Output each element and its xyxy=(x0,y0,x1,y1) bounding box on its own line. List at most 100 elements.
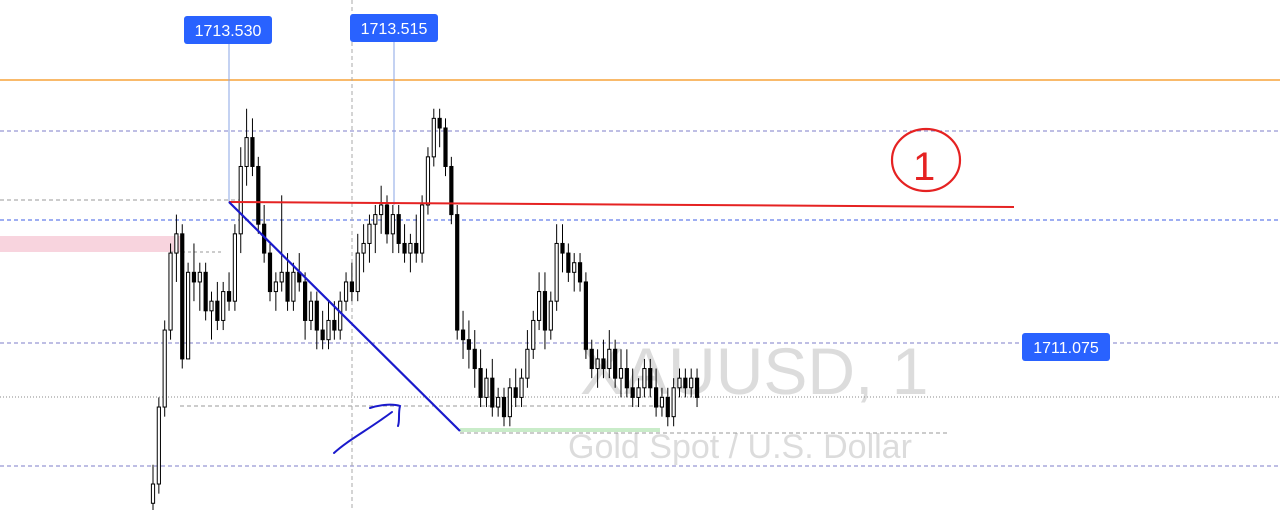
candle xyxy=(648,358,653,398)
candle-body xyxy=(618,368,624,379)
candle-body xyxy=(689,377,694,389)
trend-line[interactable] xyxy=(228,201,461,432)
candle xyxy=(654,368,659,417)
candle-body xyxy=(636,387,641,398)
candle-body xyxy=(343,281,349,302)
candle xyxy=(683,368,688,398)
candle-body xyxy=(624,368,629,389)
price-label-2-box xyxy=(350,14,438,42)
candle xyxy=(390,204,395,254)
candle-body xyxy=(384,204,390,235)
candle-body xyxy=(390,214,395,235)
candle-body xyxy=(659,396,665,408)
candle xyxy=(460,310,466,359)
candle xyxy=(531,310,536,359)
candle-body xyxy=(396,214,401,244)
candle xyxy=(273,272,278,311)
candle xyxy=(420,195,425,263)
candle-body xyxy=(308,300,314,321)
candle-body xyxy=(215,300,220,321)
candle xyxy=(396,204,401,254)
candle xyxy=(349,262,354,302)
candle xyxy=(215,281,220,331)
candle-body xyxy=(501,396,507,418)
candle xyxy=(496,387,501,417)
resistance-line[interactable] xyxy=(228,201,1015,208)
candle xyxy=(618,349,624,398)
candle xyxy=(572,253,577,292)
candle-body xyxy=(694,377,700,398)
price-label-2[interactable]: 1713.515 xyxy=(350,14,438,42)
candle xyxy=(326,301,331,350)
candle-body xyxy=(250,137,255,167)
candle xyxy=(291,262,296,311)
circled-number-label: 1 xyxy=(913,145,935,189)
candle xyxy=(244,108,249,186)
candle xyxy=(343,272,349,311)
candle-body xyxy=(379,204,384,216)
candle xyxy=(507,378,512,427)
candle xyxy=(577,253,583,292)
candle xyxy=(186,262,191,360)
candle-body xyxy=(548,300,553,331)
candle xyxy=(221,281,226,331)
candle xyxy=(630,368,635,408)
candle-body xyxy=(168,252,173,331)
candle xyxy=(150,464,156,510)
candle xyxy=(303,272,308,340)
price-label-3-box xyxy=(1022,333,1110,361)
candle xyxy=(601,339,606,379)
candle xyxy=(537,272,542,331)
candle-body xyxy=(542,291,548,331)
candle xyxy=(624,349,629,398)
candle-body xyxy=(683,377,688,389)
candle-body xyxy=(490,377,495,408)
price-label-1[interactable]: 1713.530 xyxy=(184,16,272,44)
candle-body xyxy=(460,329,466,341)
candle xyxy=(408,233,413,273)
candle xyxy=(466,320,471,369)
candle-body xyxy=(455,214,460,331)
candle-body xyxy=(320,329,325,341)
candles-group xyxy=(150,108,700,510)
price-label-2-text: 1713.515 xyxy=(361,21,428,38)
candle xyxy=(613,339,618,388)
circle-annotation-icon xyxy=(890,127,962,193)
price-label-3[interactable]: 1711.075 xyxy=(1022,333,1110,361)
candle-body xyxy=(291,271,296,302)
candle-body xyxy=(156,406,161,485)
candle xyxy=(671,378,676,427)
candle-body xyxy=(314,300,319,331)
candle-body xyxy=(267,252,273,293)
candle xyxy=(443,118,448,177)
candle xyxy=(226,272,232,311)
candle-body xyxy=(273,281,278,293)
candle xyxy=(694,368,700,408)
candle xyxy=(484,368,489,408)
candle-body xyxy=(472,348,477,370)
candle xyxy=(566,243,571,282)
candle-body xyxy=(349,281,354,293)
candle xyxy=(197,262,202,311)
candle xyxy=(320,310,325,350)
candle xyxy=(513,368,518,408)
candle xyxy=(525,330,530,388)
candle-body xyxy=(414,242,419,254)
candle xyxy=(232,224,238,311)
candle-body xyxy=(244,137,249,167)
candle-body xyxy=(677,377,682,389)
candle xyxy=(548,291,553,340)
candle-body xyxy=(162,329,167,408)
candle-body xyxy=(613,348,618,379)
candle xyxy=(156,397,161,494)
candle-body xyxy=(671,387,676,418)
candle-body xyxy=(630,387,635,398)
candle xyxy=(285,253,290,311)
candle-body xyxy=(279,271,284,283)
candle xyxy=(314,291,319,350)
candle xyxy=(519,368,524,408)
candle-body xyxy=(589,348,594,370)
candle-body xyxy=(496,396,501,408)
